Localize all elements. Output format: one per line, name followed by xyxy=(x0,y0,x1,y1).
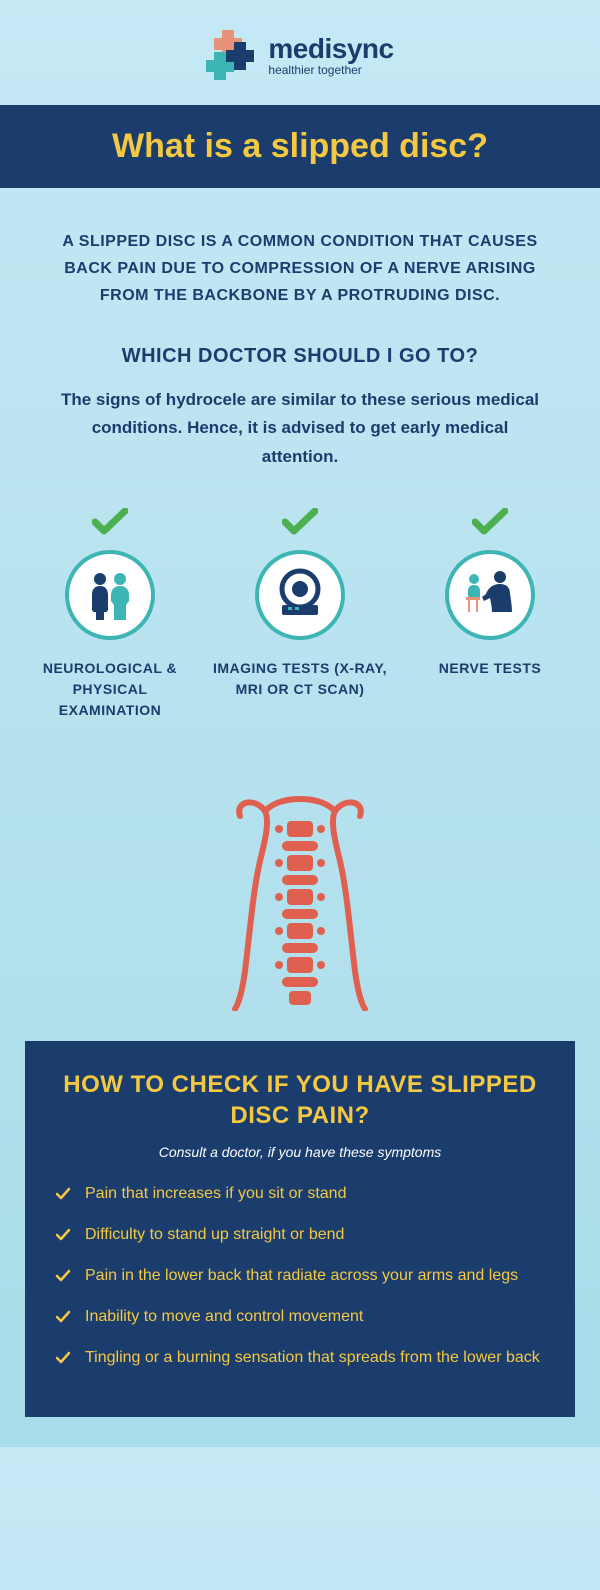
doctor-heading: WHICH DOCTOR SHOULD I GO TO? xyxy=(0,345,600,368)
symptoms-box: HOW TO CHECK IF YOU HAVE SLIPPED DISC PA… xyxy=(25,1041,575,1416)
infographic: medisync healthier together What is a sl… xyxy=(0,0,600,1417)
spine-icon xyxy=(0,761,600,1041)
page-title: What is a slipped disc? xyxy=(0,105,600,188)
symptom-text: Difficulty to stand up straight or bend xyxy=(85,1223,344,1247)
test-label: NERVE TESTS xyxy=(439,658,542,679)
check-icon xyxy=(55,1185,71,1209)
check-icon xyxy=(55,1226,71,1250)
logo-icon xyxy=(206,30,256,80)
symptom-text: Pain in the lower back that radiate acro… xyxy=(85,1264,518,1288)
list-item: Pain in the lower back that radiate acro… xyxy=(55,1264,545,1291)
check-icon xyxy=(55,1267,71,1291)
logo: medisync healthier together xyxy=(0,0,600,105)
test-label: NEUROLOGICAL & PHYSICAL EXAMINATION xyxy=(20,658,200,721)
check-icon xyxy=(282,502,318,542)
symptoms-subtitle: Consult a doctor, if you have these symp… xyxy=(55,1144,545,1160)
people-icon xyxy=(65,550,155,640)
list-item: Difficulty to stand up straight or bend xyxy=(55,1223,545,1250)
list-item: Tingling or a burning sensation that spr… xyxy=(55,1346,545,1373)
intro-text: A SLIPPED DISC IS A COMMON CONDITION THA… xyxy=(0,188,600,340)
symptom-text: Inability to move and control movement xyxy=(85,1305,363,1329)
symptom-text: Pain that increases if you sit or stand xyxy=(85,1182,346,1206)
check-icon xyxy=(92,502,128,542)
test-nerve: NERVE TESTS xyxy=(400,502,580,721)
doctor-text: The signs of hydrocele are similar to th… xyxy=(0,386,600,503)
symptom-list: Pain that increases if you sit or stand … xyxy=(55,1182,545,1373)
exam-icon xyxy=(445,550,535,640)
brand-name: medisync xyxy=(268,33,393,65)
test-neurological: NEUROLOGICAL & PHYSICAL EXAMINATION xyxy=(20,502,200,721)
symptom-text: Tingling or a burning sensation that spr… xyxy=(85,1346,540,1370)
symptoms-title: HOW TO CHECK IF YOU HAVE SLIPPED DISC PA… xyxy=(55,1069,545,1131)
test-label: IMAGING TESTS (X-RAY, MRI OR CT SCAN) xyxy=(210,658,390,700)
tests-row: NEUROLOGICAL & PHYSICAL EXAMINATION IMAG… xyxy=(0,502,600,761)
check-icon xyxy=(55,1308,71,1332)
scanner-icon xyxy=(255,550,345,640)
check-icon xyxy=(472,502,508,542)
list-item: Inability to move and control movement xyxy=(55,1305,545,1332)
brand-tagline: healthier together xyxy=(268,63,393,77)
check-icon xyxy=(55,1349,71,1373)
test-imaging: IMAGING TESTS (X-RAY, MRI OR CT SCAN) xyxy=(210,502,390,721)
list-item: Pain that increases if you sit or stand xyxy=(55,1182,545,1209)
